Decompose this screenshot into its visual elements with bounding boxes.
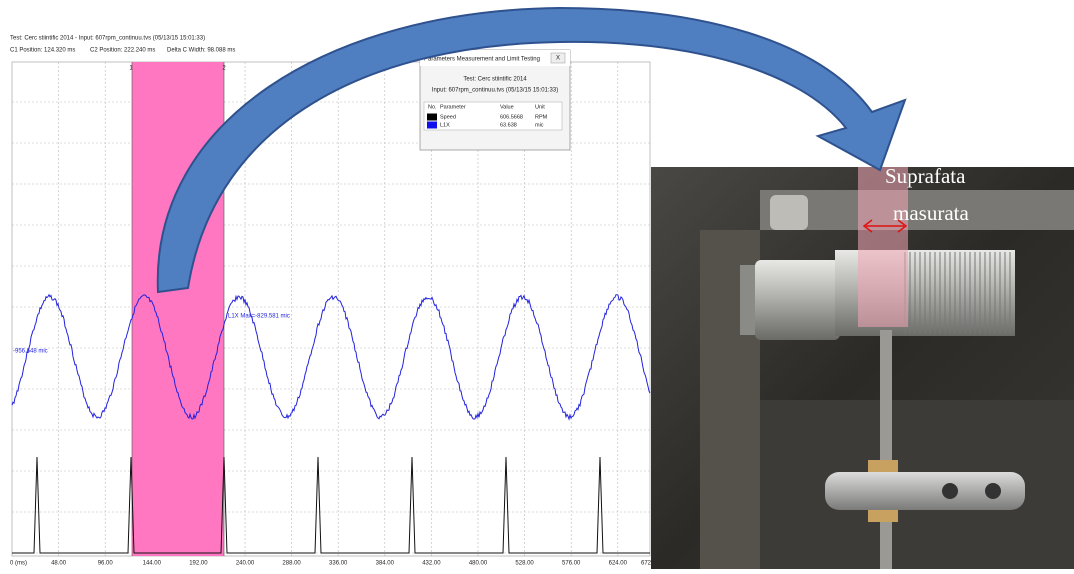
- dialog: Parameters Measurement and Limit Testing…: [420, 50, 570, 150]
- max-label: L1X Max=-829.581 mic: [228, 314, 290, 320]
- tool-holder: [770, 195, 808, 230]
- x-tick-label: 576.00: [562, 561, 581, 567]
- delta-width: Delta C Width: 98.088 ms: [167, 48, 235, 54]
- color-swatch: [427, 122, 437, 129]
- photo-caption: masurata: [893, 201, 969, 225]
- hole: [985, 483, 1001, 499]
- color-swatch: [427, 114, 437, 121]
- c1-position: C1 Position: 124.320 ms: [10, 48, 75, 54]
- workpiece: [755, 260, 840, 340]
- table-cell: mic: [535, 122, 544, 128]
- table-cell: RPM: [535, 114, 548, 120]
- x-tick-label: 48.00: [51, 561, 67, 567]
- table-cell: Speed: [440, 114, 456, 120]
- dialog-test: Test: Cerc stiintific 2014: [463, 77, 527, 83]
- nut: [868, 510, 898, 522]
- cursor-band: [132, 62, 224, 556]
- dialog-input: Input: 607rpm_continuu.tvs (05/13/15 15:…: [432, 88, 558, 94]
- photo: Suprafata masurata: [651, 164, 1074, 569]
- header: Test: Cerc stiintific 2014 - Input: 607r…: [10, 36, 235, 54]
- c2-position: C2 Position: 222.240 ms: [90, 48, 155, 54]
- header-title: Test: Cerc stiintific 2014 - Input: 607r…: [10, 36, 205, 42]
- rod: [880, 330, 892, 569]
- table-cell: L1X: [440, 122, 450, 128]
- x-tick-label: 384.00: [376, 561, 395, 567]
- x-tick-label: 528.00: [515, 561, 534, 567]
- x-tick-label: 0 (ms): [10, 561, 27, 567]
- x-axis: 0 (ms) 48.00 96.00 144.00 192.00 240.00 288.00…: [10, 561, 652, 567]
- measured-zone: [858, 167, 908, 327]
- x-tick-label: 480.00: [469, 561, 488, 567]
- x-tick-label: 432.00: [422, 561, 441, 567]
- hole: [942, 483, 958, 499]
- dialog-title: Parameters Measurement and Limit Testing: [424, 57, 540, 63]
- x-tick-label: 192.00: [189, 561, 208, 567]
- figure: Test: Cerc stiintific 2014 - Input: 607r…: [0, 0, 1074, 569]
- level-label: -956.648 mic: [13, 349, 48, 355]
- x-tick-label: 624.00: [609, 561, 628, 567]
- table-header: Unit: [535, 104, 545, 110]
- table-cell: 606.5668: [500, 114, 523, 120]
- x-tick-label: 144.00: [143, 561, 162, 567]
- table-cell: 63.638: [500, 122, 517, 128]
- x-tick-label: 240.00: [236, 561, 255, 567]
- x-tick-label: 96.00: [98, 561, 114, 567]
- table-header: Value: [500, 104, 514, 110]
- nut: [868, 460, 898, 472]
- table-header: Parameter: [440, 104, 466, 110]
- x-tick-label: 288.00: [282, 561, 301, 567]
- close-icon[interactable]: X: [556, 56, 560, 62]
- photo-caption: Suprafata: [885, 164, 966, 188]
- x-tick-label: 336.00: [329, 561, 348, 567]
- x-tick-label: 672: [641, 561, 652, 567]
- table-header: No.: [428, 104, 437, 110]
